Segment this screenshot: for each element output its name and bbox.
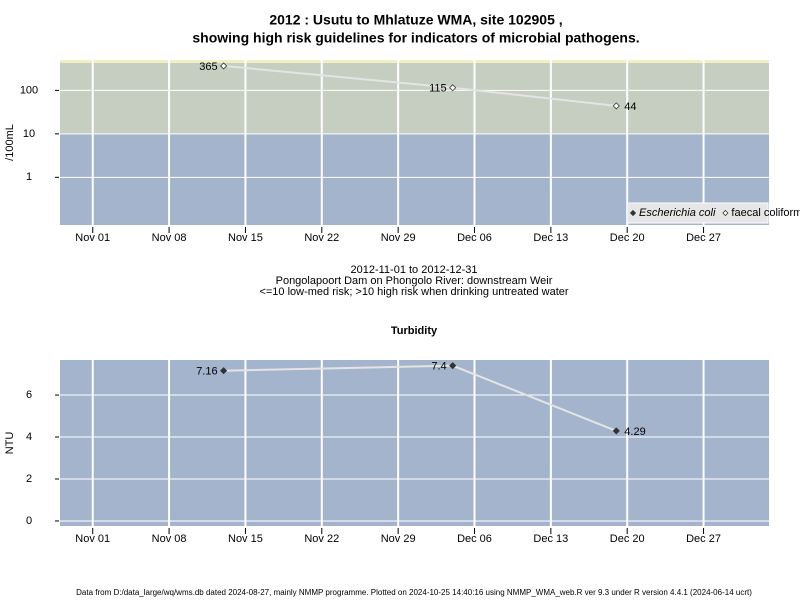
legend-label: faecal coliforms xyxy=(731,207,800,219)
footer: Data from D:/data_large/wq/wms.db dated … xyxy=(76,588,752,597)
x-tick-label: Nov 01 xyxy=(75,232,110,244)
x-tick-label: Dec 20 xyxy=(610,533,645,545)
legend-marker xyxy=(722,209,729,217)
data-label: 7.16 xyxy=(196,366,217,378)
x-tick-label: Nov 08 xyxy=(152,533,187,545)
data-label: 44 xyxy=(624,101,636,113)
x-tick-label: Nov 22 xyxy=(304,232,339,244)
data-label: 4.29 xyxy=(624,426,645,438)
y-tick-label: 100 xyxy=(20,84,38,96)
y-tick-label: 6 xyxy=(26,389,32,401)
x-tick-label: Dec 13 xyxy=(533,232,568,244)
x-tick-label: Dec 27 xyxy=(686,232,721,244)
data-label: 7.4 xyxy=(431,361,446,373)
y-tick-label: 1 xyxy=(26,171,32,183)
x-tick-label: Dec 06 xyxy=(457,232,492,244)
x-tick-label: Dec 27 xyxy=(686,533,721,545)
data-point xyxy=(449,362,457,370)
caption: Pongolapoort Dam on Phongolo River: down… xyxy=(276,275,553,287)
data-point xyxy=(220,62,228,70)
plot-background xyxy=(60,360,769,526)
y-axis-label: /100mL xyxy=(4,124,16,161)
data-label: 115 xyxy=(429,83,447,95)
legend-box xyxy=(626,202,769,224)
chart-title: showing high risk guidelines for indicat… xyxy=(192,30,639,46)
y-axis-label: NTU xyxy=(4,432,16,455)
high-risk-band xyxy=(60,60,769,134)
y-tick-label: 4 xyxy=(26,431,32,443)
caption: 2012-11-01 to 2012-12-31 xyxy=(350,264,477,276)
legend-marker xyxy=(629,209,637,217)
x-tick-label: Nov 15 xyxy=(228,533,263,545)
legend-label: Escherichia coli xyxy=(639,207,716,219)
y-tick-label: 2 xyxy=(26,473,32,485)
data-point xyxy=(449,84,457,92)
x-tick-label: Dec 13 xyxy=(533,533,568,545)
data-label: 365 xyxy=(199,61,217,73)
x-tick-label: Dec 20 xyxy=(610,232,645,244)
x-tick-label: Dec 06 xyxy=(457,533,492,545)
x-tick-label: Nov 29 xyxy=(381,533,416,545)
top-strip xyxy=(60,60,769,63)
data-point xyxy=(220,367,228,375)
x-tick-label: Nov 15 xyxy=(228,232,263,244)
x-tick-label: Nov 29 xyxy=(381,232,416,244)
data-point xyxy=(612,102,620,110)
panel-title: Turbidity xyxy=(391,325,438,337)
x-tick-label: Nov 01 xyxy=(75,533,110,545)
y-tick-label: 10 xyxy=(23,128,35,140)
x-tick-label: Nov 08 xyxy=(152,232,187,244)
caption: <=10 low-med risk; >10 high risk when dr… xyxy=(259,286,568,298)
data-point xyxy=(612,427,620,435)
x-tick-label: Nov 22 xyxy=(304,533,339,545)
chart-title: 2012 : Usutu to Mhlatuze WMA, site 10290… xyxy=(269,12,562,28)
y-tick-label: 0 xyxy=(26,515,32,527)
